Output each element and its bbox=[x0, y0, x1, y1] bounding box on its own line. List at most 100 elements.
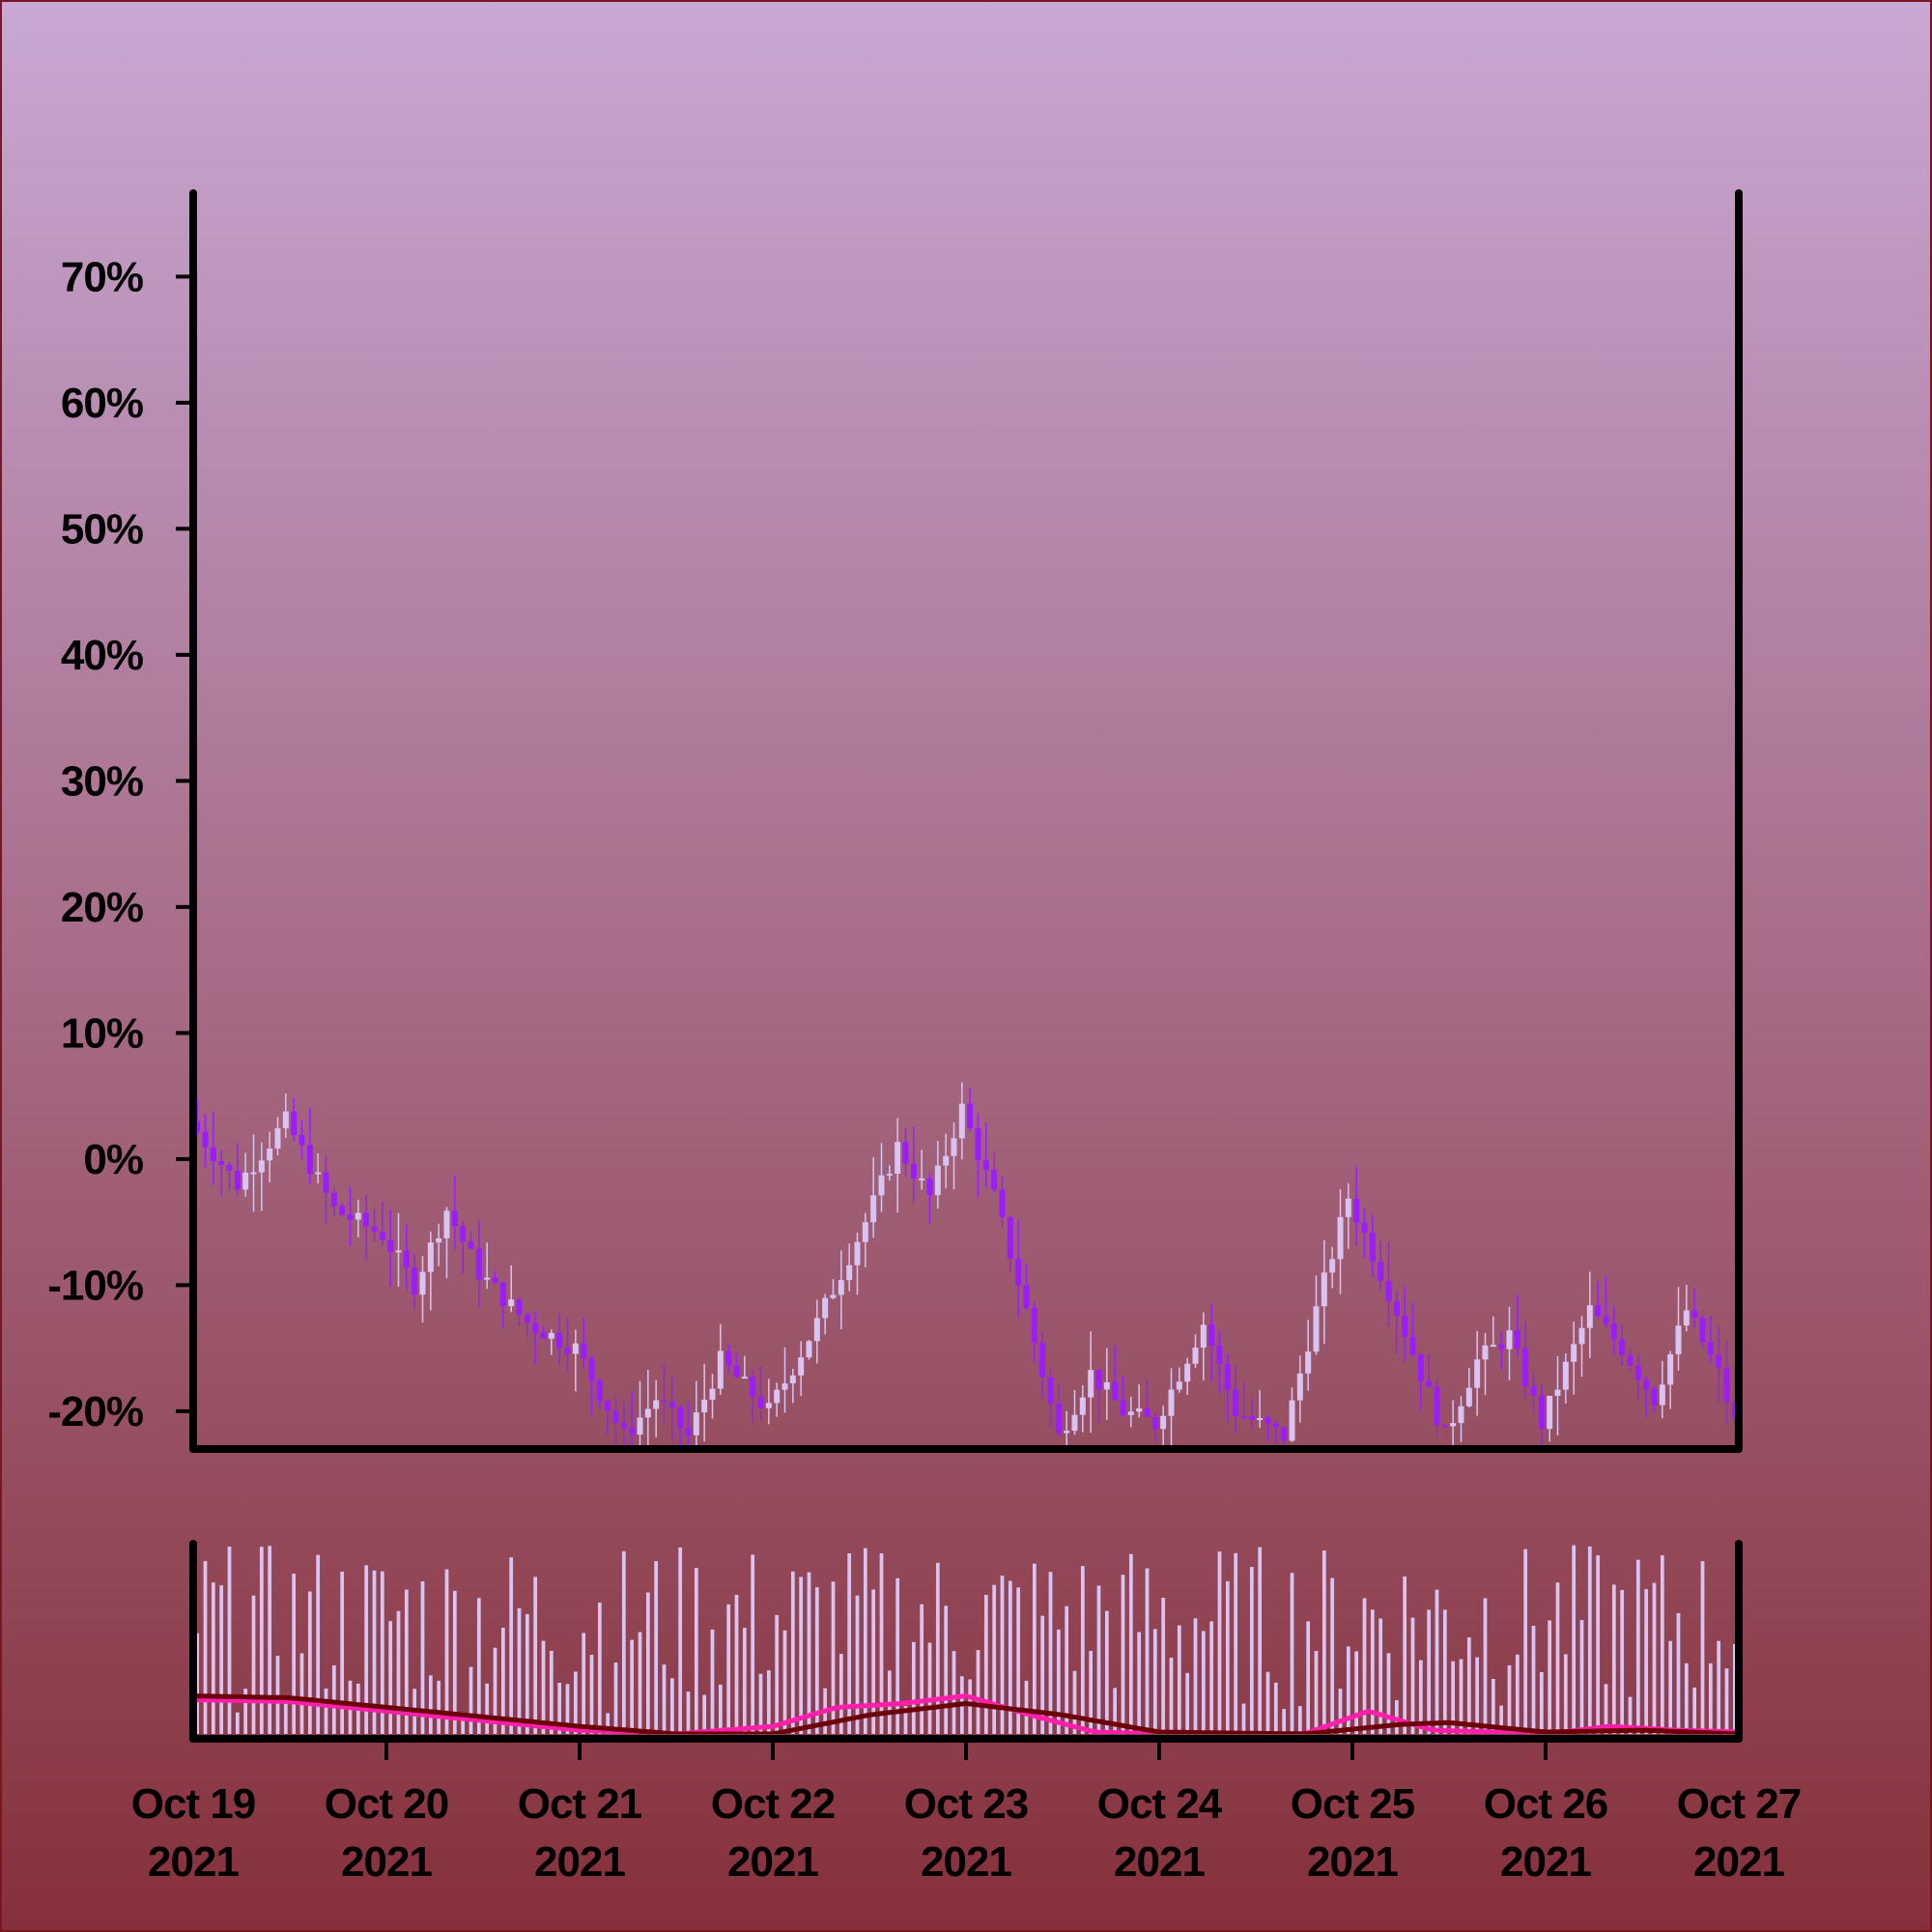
volume-bar bbox=[1193, 1618, 1198, 1734]
volume-bar bbox=[799, 1577, 804, 1734]
candle-body bbox=[1144, 1408, 1151, 1417]
candle-body bbox=[605, 1400, 611, 1411]
candle-body bbox=[1305, 1351, 1312, 1374]
volume-bar bbox=[380, 1571, 384, 1734]
volume-bar bbox=[1386, 1653, 1391, 1734]
candle-body bbox=[1426, 1380, 1433, 1387]
candle-body bbox=[1434, 1386, 1440, 1426]
volume-bar bbox=[1169, 1657, 1174, 1734]
volume-bar bbox=[669, 1678, 674, 1734]
volume-bar bbox=[1290, 1573, 1294, 1734]
volume-bar bbox=[1435, 1589, 1439, 1734]
volume-bar bbox=[983, 1594, 988, 1734]
candle-body bbox=[765, 1403, 772, 1408]
candle-body bbox=[668, 1402, 675, 1408]
volume-bar bbox=[533, 1577, 538, 1734]
volume-bar bbox=[1483, 1598, 1488, 1734]
candle-body bbox=[1465, 1387, 1472, 1406]
candle-body bbox=[226, 1165, 233, 1171]
volume-bar bbox=[838, 1654, 843, 1734]
volume-bar bbox=[1708, 1662, 1713, 1734]
candle-body bbox=[1313, 1306, 1320, 1352]
candle-body bbox=[267, 1148, 273, 1161]
candle-body bbox=[250, 1172, 257, 1175]
candle-body bbox=[581, 1343, 587, 1359]
y-tick-label: 40% bbox=[61, 632, 143, 679]
candle-body bbox=[629, 1428, 636, 1435]
volume-bar bbox=[1282, 1709, 1287, 1734]
candle-body bbox=[1353, 1198, 1360, 1223]
volume-bar bbox=[1370, 1609, 1375, 1734]
candle-body bbox=[725, 1350, 732, 1366]
candle-body bbox=[813, 1318, 820, 1342]
candle-body bbox=[516, 1299, 523, 1315]
x-tick-label-year: 2021 bbox=[921, 1838, 1011, 1886]
candle-body bbox=[991, 1169, 998, 1190]
candle-body bbox=[347, 1214, 354, 1220]
volume-bar bbox=[766, 1670, 771, 1734]
candle-body bbox=[661, 1400, 668, 1403]
x-tick-label-year: 2021 bbox=[148, 1838, 239, 1886]
candle-body bbox=[403, 1250, 410, 1268]
volume-bar bbox=[437, 1680, 441, 1734]
candle-body bbox=[1224, 1363, 1231, 1390]
volume-bar bbox=[686, 1691, 691, 1734]
candle-body bbox=[492, 1277, 498, 1283]
volume-bar bbox=[235, 1712, 240, 1734]
candle-body bbox=[822, 1297, 829, 1319]
price-candles bbox=[194, 1082, 1738, 1449]
volume-bar bbox=[1531, 1625, 1536, 1734]
volume-bar bbox=[1273, 1682, 1278, 1734]
y-tick-label: 70% bbox=[61, 253, 143, 300]
candle-body bbox=[693, 1412, 699, 1435]
candle-body bbox=[1659, 1384, 1665, 1406]
y-tick-label: 10% bbox=[61, 1009, 143, 1057]
volume-bar bbox=[1016, 1587, 1021, 1734]
candle-body bbox=[1603, 1316, 1609, 1324]
volume-bar bbox=[1121, 1575, 1125, 1734]
volume-bar bbox=[227, 1546, 232, 1734]
x-tick-label-year: 2021 bbox=[1307, 1838, 1398, 1886]
volume-bar bbox=[1000, 1576, 1005, 1734]
moving-average-line bbox=[193, 1693, 1739, 1734]
candle-body bbox=[339, 1206, 346, 1215]
volume-bar bbox=[1241, 1703, 1246, 1734]
volume-bar bbox=[509, 1557, 514, 1734]
candle-body bbox=[234, 1170, 241, 1190]
volume-bar bbox=[1620, 1590, 1625, 1734]
volume-bar bbox=[871, 1589, 876, 1734]
volume-bar bbox=[1354, 1651, 1359, 1734]
volume-bar bbox=[1466, 1636, 1471, 1734]
volume-bar bbox=[847, 1552, 852, 1734]
y-tick-label: -20% bbox=[47, 1388, 143, 1435]
volume-bar bbox=[203, 1561, 208, 1734]
volume-bar bbox=[1209, 1621, 1214, 1734]
volume-bar bbox=[790, 1571, 795, 1734]
volume-bar bbox=[1040, 1615, 1045, 1734]
volume-bar bbox=[541, 1640, 546, 1734]
candle-body bbox=[1716, 1354, 1722, 1368]
volume-bar bbox=[1378, 1618, 1383, 1734]
candle-body bbox=[1007, 1217, 1013, 1260]
x-tick-label-year: 2021 bbox=[1693, 1838, 1784, 1886]
volume-bar bbox=[1700, 1561, 1705, 1734]
candle-body bbox=[508, 1299, 515, 1307]
volume-bar bbox=[927, 1642, 932, 1734]
candle-body bbox=[1168, 1389, 1175, 1416]
volume-bar bbox=[1177, 1625, 1181, 1734]
candle-body bbox=[1039, 1342, 1046, 1378]
candle-body bbox=[499, 1282, 506, 1307]
candle-body bbox=[298, 1134, 305, 1146]
candle-body bbox=[612, 1410, 619, 1423]
volume-bar bbox=[259, 1547, 264, 1734]
candle-body bbox=[717, 1350, 724, 1389]
volume-bar bbox=[1346, 1646, 1350, 1734]
candle-body bbox=[572, 1343, 579, 1354]
candle-body bbox=[798, 1357, 805, 1376]
volume-bar bbox=[1507, 1664, 1512, 1734]
volume-bar bbox=[1579, 1620, 1584, 1734]
volume-bar bbox=[444, 1569, 449, 1734]
y-tick-label: -10% bbox=[47, 1262, 143, 1309]
x-tick-label-date: Oct 23 bbox=[904, 1780, 1029, 1828]
